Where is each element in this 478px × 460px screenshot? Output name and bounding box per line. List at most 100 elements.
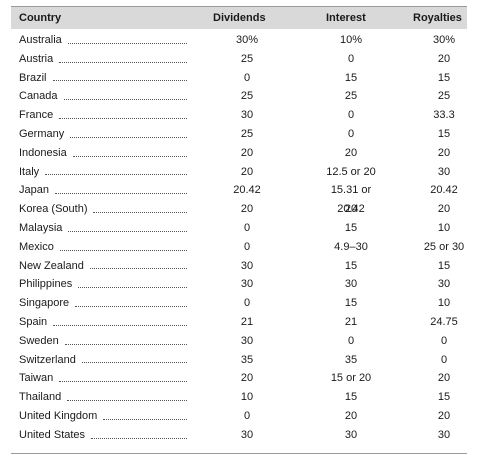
table-row: Indonesia 20 20 20 [11,144,467,163]
country-name: Korea (South) [19,203,88,216]
table-row: Germany 25 0 15 [11,125,467,144]
dividends-cell: 0 [243,240,251,253]
royalties-cell: 30 [437,428,451,441]
dividends-cell: 30 [240,428,254,441]
royalties-cell: 15 [437,71,451,84]
royalties-cell: 15 [437,391,451,404]
header-country: Country [19,12,62,24]
country-name: France [19,109,54,122]
dot-leader [59,381,187,383]
dot-leader [89,268,187,270]
table-row: Canada 25 25 25 [11,87,467,106]
interest-cell: 15.31 or 20.42 [330,184,372,216]
table-row: Taiwan 20 15 or 20 20 [11,369,467,388]
country-cell: Japan [19,181,191,200]
royalties-cell: 20 [437,52,451,65]
country-name: Germany [19,127,65,140]
dividends-cell: 0 [243,297,251,310]
dividends-cell: 20.42 [233,184,261,197]
country-name: Philippines [19,278,73,291]
interest-cell: 20 [344,409,358,422]
dividends-cell: 0 [243,71,251,84]
dividends-cell: 30 [240,259,254,272]
interest-cell: 25 [344,90,358,103]
country-name: New Zealand [19,259,84,272]
country-cell: Switzerland [19,351,191,370]
interest-cell: 0 [347,127,355,140]
dot-leader [75,306,187,308]
table-body: Australia 30% 10% 30% Austria 25 0 20 Brazil 0 15 1… [11,31,467,445]
country-name: Singapore [19,297,70,310]
dividends-cell: 0 [243,221,251,234]
royalties-cell: 24.75 [430,315,458,328]
royalties-cell: 15 [437,259,451,272]
table-row: Singapore 0 15 10 [11,294,467,313]
country-cell: Italy [19,163,191,182]
table-row: Thailand 10 15 15 [11,388,467,407]
country-name: Sweden [19,334,59,347]
dividends-cell: 30 [240,278,254,291]
country-name: Brazil [19,71,47,84]
country-name: United Kingdom [19,409,98,422]
dividends-cell: 30% [235,34,259,46]
dividends-cell: 20 [240,146,254,159]
country-name: Italy [19,165,40,178]
interest-cell: 0 [347,109,355,122]
dot-leader [63,99,187,101]
dividends-cell: 0 [243,409,251,422]
dot-leader [52,80,187,82]
country-name: Spain [19,315,48,328]
country-name: Indonesia [19,146,67,159]
country-cell: Malaysia [19,219,191,238]
dot-leader [68,230,187,232]
country-cell: Brazil [19,69,191,88]
country-cell: United States [19,426,191,445]
interest-cell: 15 [344,259,358,272]
royalties-cell: 30 [437,165,451,178]
royalties-cell: 25 or 30 [423,240,465,253]
royalties-cell: 0 [440,334,448,347]
country-cell: Philippines [19,275,191,294]
country-cell: Thailand [19,388,191,407]
dot-leader [70,136,187,138]
interest-cell: 30 [344,278,358,291]
country-cell: France [19,106,191,125]
interest-cell: 15 [344,221,358,234]
country-name: Australia [19,34,62,46]
interest-cell: 20 [344,146,358,159]
royalties-cell: 20 [437,203,451,216]
dividends-cell: 25 [240,52,254,65]
dot-leader [67,42,187,44]
country-name: Thailand [19,391,62,404]
country-cell: New Zealand [19,257,191,276]
country-name: Taiwan [19,372,54,385]
dot-leader [103,418,187,420]
country-cell: Singapore [19,294,191,313]
country-cell: Australia [19,31,191,50]
table-row: United Kingdom 0 20 20 [11,407,467,426]
royalties-cell: 15 [437,127,451,140]
dot-leader [81,362,187,364]
dot-leader [64,343,187,345]
interest-cell: 30 [344,428,358,441]
country-name: Japan [19,184,49,197]
table-row: Sweden 30 0 0 [11,332,467,351]
country-cell: Mexico [19,238,191,257]
dot-leader [59,118,187,120]
dot-leader [59,61,187,63]
interest-cell: 15 or 20 [330,372,372,385]
royalties-cell: 10 [437,221,451,234]
royalties-cell: 33.3 [433,109,455,122]
interest-cell: 15 [344,297,358,310]
royalties-cell: 0 [440,353,448,366]
dividends-cell: 20 [240,203,254,216]
dot-leader [93,212,187,214]
dividends-cell: 20 [240,165,254,178]
country-cell: Taiwan [19,369,191,388]
table-row: Philippines 30 30 30 [11,275,467,294]
country-name: Mexico [19,240,54,253]
dot-leader [67,400,187,402]
dot-leader [78,287,187,289]
interest-cell: 20 [344,203,358,216]
royalties-cell: 10 [437,297,451,310]
